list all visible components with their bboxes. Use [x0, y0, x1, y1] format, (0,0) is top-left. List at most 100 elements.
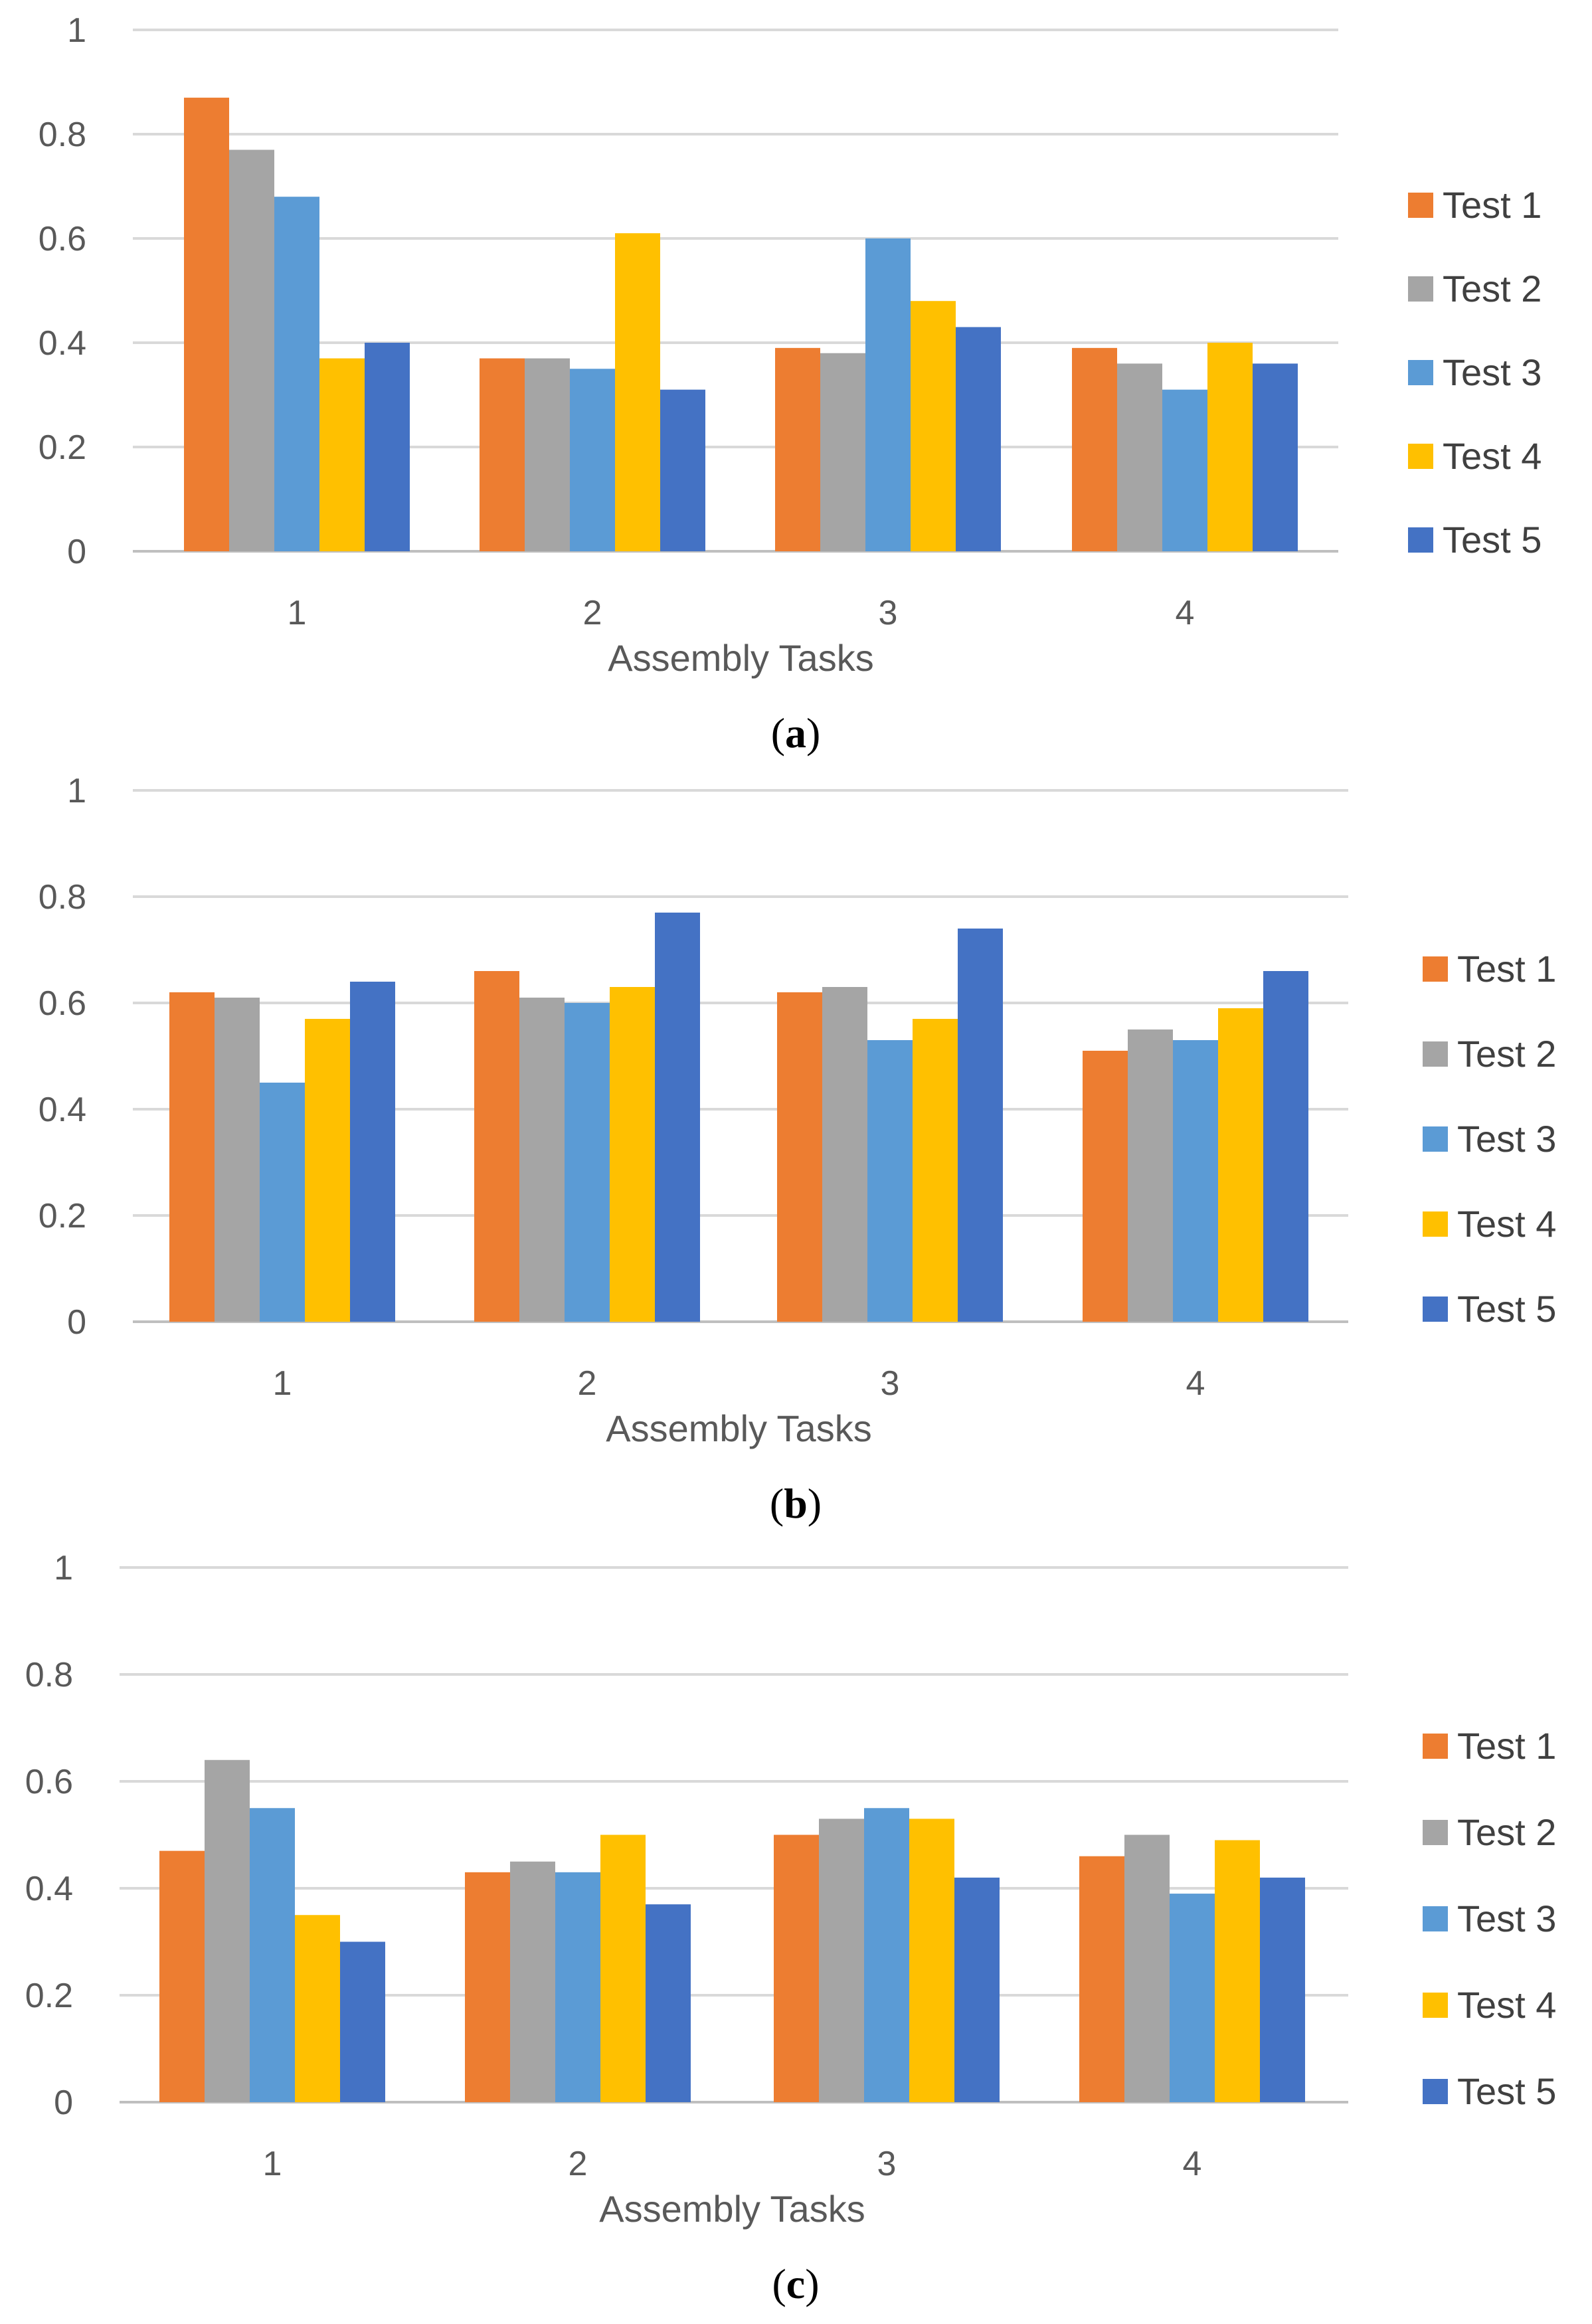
- x-tick-label: 3: [877, 2145, 897, 2183]
- x-tick-label: 2: [578, 1364, 597, 1403]
- bar-test-1-task-2: [480, 358, 525, 551]
- bar-test-2-task-2: [510, 1861, 555, 2102]
- x-tick-label: 1: [288, 594, 307, 632]
- bar-test-1-task-4: [1072, 347, 1117, 551]
- legend-label: Test 5: [1457, 2070, 1556, 2112]
- y-tick-label: 0: [54, 2084, 73, 2122]
- y-tick-label: 0.2: [39, 428, 86, 467]
- x-axis-title: Assembly Tasks: [608, 637, 873, 679]
- bar-test-1-task-3: [774, 1834, 819, 2102]
- bar-test-4-task-2: [610, 987, 655, 1322]
- bar-test-5-task-4: [1263, 971, 1308, 1322]
- bar-test-3-task-2: [555, 1872, 600, 2102]
- y-tick-label: 0.4: [39, 1091, 86, 1129]
- bar-test-5-task-3: [954, 1877, 1000, 2102]
- bar-test-2-task-4: [1128, 1029, 1173, 1322]
- bar-test-2-task-3: [822, 987, 867, 1322]
- legend-label: Test 4: [1457, 1203, 1556, 1245]
- y-tick-label: 0: [67, 533, 86, 571]
- bar-test-2-task-3: [820, 353, 865, 551]
- bar-test-3-task-1: [274, 197, 319, 551]
- bar-test-2-task-1: [229, 149, 274, 552]
- y-tick-label: 0.2: [39, 1197, 86, 1235]
- legend-swatch: [1423, 1820, 1448, 1845]
- x-tick-label: 1: [263, 2145, 282, 2183]
- bar-test-5-task-1: [340, 1941, 385, 2102]
- legend-swatch: [1423, 1906, 1448, 1931]
- bar-test-2-task-4: [1117, 363, 1162, 551]
- y-tick-label: 1: [67, 11, 86, 50]
- bar-test-4-task-2: [615, 233, 660, 551]
- legend-swatch: [1408, 193, 1433, 218]
- legend-swatch: [1423, 1126, 1448, 1152]
- x-tick-label: 3: [881, 1364, 900, 1403]
- bar-test-3-task-3: [865, 238, 911, 551]
- bar-test-3-task-3: [867, 1040, 913, 1322]
- y-tick-label: 1: [67, 772, 86, 810]
- bar-test-2-task-1: [215, 998, 260, 1322]
- bar-test-1-task-3: [775, 347, 820, 551]
- bar-test-4-task-3: [909, 1819, 954, 2102]
- y-tick-label: 0.6: [39, 220, 86, 258]
- bar-test-5-task-1: [350, 982, 395, 1322]
- y-tick-label: 1: [54, 1549, 73, 1587]
- legend-swatch: [1408, 276, 1433, 302]
- chart-panel-a: 0 0.2 0.4 0.6 0.8 1 1 2 3 4 Assembly Tasks Test 1 Te…: [39, 11, 1542, 757]
- bar-test-4-task-4: [1207, 343, 1253, 551]
- bar-test-5-task-4: [1260, 1877, 1305, 2102]
- panel-caption: (b): [770, 1480, 822, 1527]
- legend-label: Test 1: [1443, 184, 1542, 226]
- bar-test-5-task-2: [646, 1904, 691, 2102]
- bar-test-1-task-4: [1079, 1856, 1124, 2102]
- x-tick-label: 1: [273, 1364, 292, 1403]
- bar-test-5-task-3: [958, 929, 1003, 1322]
- legend-swatch: [1423, 2079, 1448, 2104]
- legend-label: Test 3: [1457, 1118, 1556, 1160]
- bar-test-2-task-1: [205, 1759, 250, 2102]
- legend-swatch: [1408, 527, 1433, 553]
- bar-test-2-task-2: [525, 358, 570, 551]
- bar-test-3-task-1: [260, 1083, 305, 1322]
- bar-test-2-task-2: [519, 998, 565, 1322]
- bar-test-3-task-4: [1162, 389, 1207, 551]
- legend-swatch: [1423, 956, 1448, 982]
- legend-swatch: [1423, 1734, 1448, 1759]
- panel-caption: (c): [772, 2260, 819, 2307]
- bar-test-4-task-4: [1218, 1008, 1263, 1322]
- bar-test-1-task-1: [169, 992, 215, 1322]
- legend-label: Test 3: [1457, 1898, 1556, 1939]
- legend-label: Test 2: [1443, 268, 1542, 310]
- x-tick-label: 2: [569, 2145, 588, 2183]
- x-tick-label: 4: [1176, 594, 1195, 632]
- y-tick-label: 0.4: [25, 1870, 73, 1908]
- y-tick-label: 0.2: [25, 1977, 73, 2015]
- legend-swatch: [1408, 444, 1433, 469]
- chart-panel-b: 0 0.2 0.4 0.6 0.8 1 1 2 3 4 Assembly Tasks Test 1 Te…: [39, 772, 1557, 1527]
- y-tick-label: 0.6: [25, 1763, 73, 1801]
- y-tick-label: 0.6: [39, 984, 86, 1023]
- bar-test-5-task-3: [956, 327, 1001, 551]
- bar-test-1-task-4: [1083, 1051, 1128, 1322]
- bar-test-1-task-3: [777, 992, 822, 1322]
- bar-test-4-task-1: [295, 1915, 340, 2102]
- bar-test-3-task-4: [1170, 1894, 1215, 2102]
- legend-swatch: [1423, 1041, 1448, 1067]
- bar-test-4-task-3: [913, 1019, 958, 1322]
- legend-swatch: [1423, 1993, 1448, 2018]
- legend-label: Test 2: [1457, 1033, 1556, 1075]
- legend-label: Test 1: [1457, 1725, 1556, 1767]
- y-tick-label: 0.8: [25, 1656, 73, 1694]
- legend-swatch: [1408, 360, 1433, 385]
- bar-test-2-task-4: [1124, 1834, 1170, 2102]
- bar-test-3-task-2: [570, 369, 615, 551]
- x-tick-label: 4: [1186, 1364, 1205, 1403]
- legend-label: Test 4: [1457, 1984, 1556, 2026]
- bar-test-2-task-3: [819, 1819, 864, 2102]
- y-tick-label: 0.8: [39, 878, 86, 917]
- x-axis-title: Assembly Tasks: [606, 1407, 871, 1449]
- bar-test-3-task-3: [864, 1808, 909, 2102]
- bar-test-3-task-2: [565, 1003, 610, 1322]
- bar-test-5-task-2: [655, 913, 700, 1322]
- legend-label: Test 5: [1457, 1288, 1556, 1330]
- legend-label: Test 1: [1457, 948, 1556, 990]
